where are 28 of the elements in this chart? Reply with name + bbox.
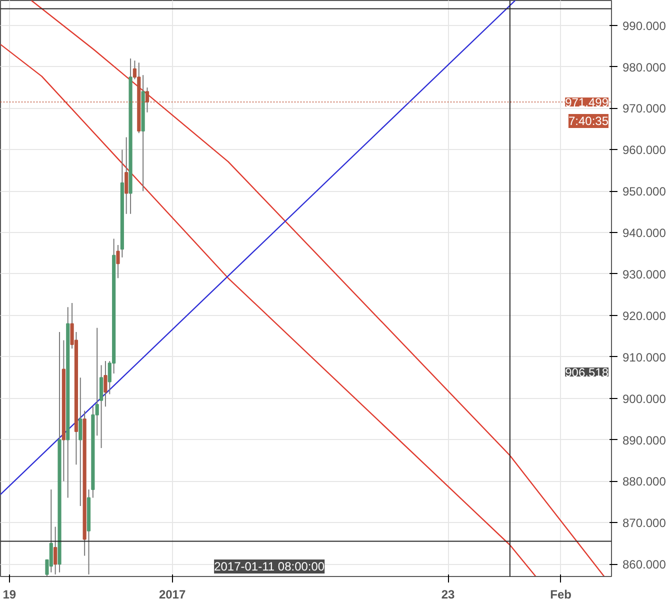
candlestick xyxy=(78,377,82,507)
x-tick-label: Feb xyxy=(550,588,572,602)
y-tick-label: 860.000 xyxy=(622,558,666,572)
candlestick xyxy=(99,364,104,449)
y-tick-label: 910.000 xyxy=(622,350,666,364)
y-tick-label: 900.000 xyxy=(622,392,666,406)
y-tick-label: 990.000 xyxy=(622,18,666,33)
y-tick-label: 920.000 xyxy=(622,308,666,323)
y-tick-label: 960.000 xyxy=(622,143,666,158)
y-tick-label: 950.000 xyxy=(622,184,666,199)
annotation: 7:40:35 xyxy=(568,114,609,128)
y-tick-label: 970.000 xyxy=(622,102,666,116)
annotation: 906.518 xyxy=(565,366,609,380)
annotation: 2017-01-11 08:00:00 xyxy=(214,560,325,574)
x-tick-label: 23 xyxy=(441,588,456,602)
y-tick-label: 980.000 xyxy=(622,60,666,74)
x-tick-label: 19 xyxy=(2,588,16,602)
y-tick-label: 930.000 xyxy=(622,267,666,282)
candlestick xyxy=(124,136,128,214)
y-tick-label: 880.000 xyxy=(622,474,666,489)
x-tick-label: 2017 xyxy=(158,588,186,602)
y-tick-label: 890.000 xyxy=(622,433,666,448)
candlestick xyxy=(54,526,58,575)
candlestick xyxy=(49,488,53,573)
ref-line-label: 971.499 xyxy=(565,96,609,110)
y-tick-label: 940.000 xyxy=(622,226,666,240)
y-tick-label: 870.000 xyxy=(622,516,666,530)
line-series xyxy=(0,44,536,576)
